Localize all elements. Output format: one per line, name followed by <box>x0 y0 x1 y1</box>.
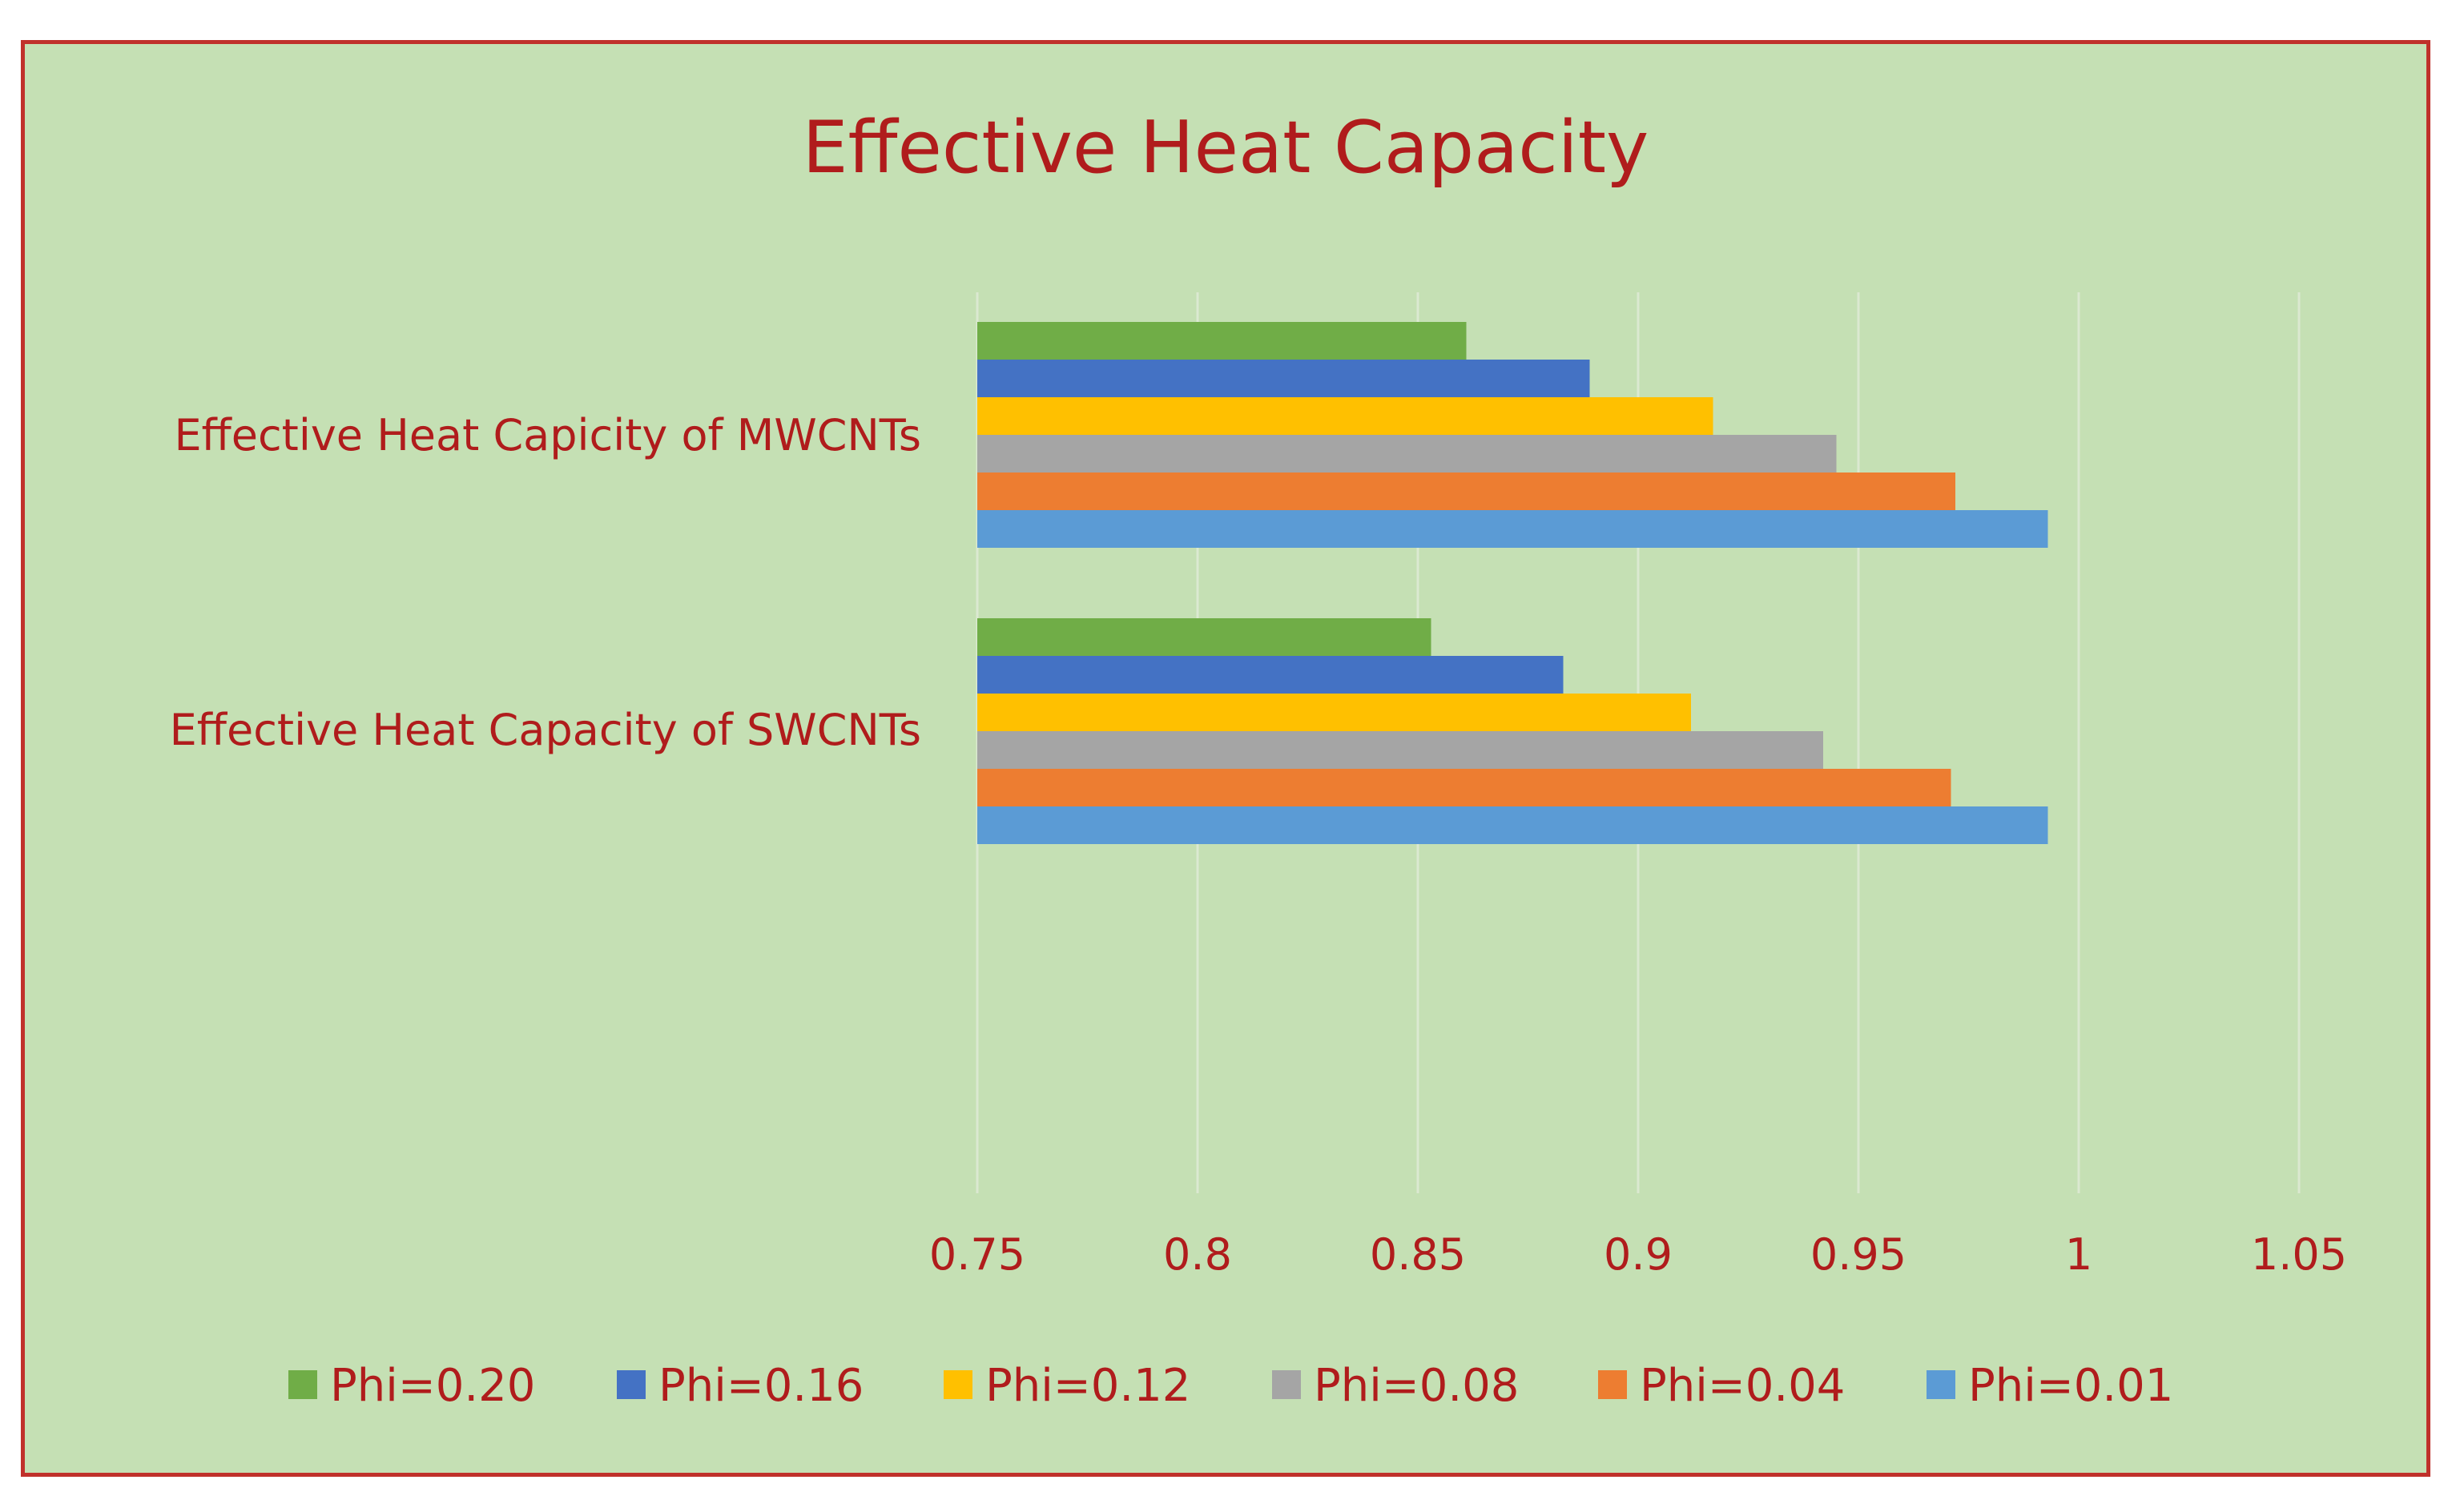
legend-swatch <box>944 1370 972 1399</box>
x-tick-label: 1 <box>2065 1229 2092 1280</box>
bar-phi-0-20-cat-1 <box>977 618 1431 656</box>
bar-phi-0-12-cat-0 <box>977 397 1713 435</box>
bar-phi-0-04-cat-1 <box>977 769 1951 806</box>
legend-swatch <box>1598 1370 1627 1399</box>
bar-phi-0-08-cat-1 <box>977 731 1823 769</box>
bar-phi-0-16-cat-1 <box>977 656 1564 694</box>
x-tick-label: 0.95 <box>1810 1229 1906 1280</box>
bars <box>977 322 2048 844</box>
x-tick-label: 0.85 <box>1370 1229 1466 1280</box>
legend-label: Phi=0.08 <box>1314 1360 1519 1412</box>
category-label: Effective Heat Capicity of MWCNTs <box>174 410 921 460</box>
bar-phi-0-04-cat-0 <box>977 472 1955 510</box>
legend-label: Phi=0.01 <box>1968 1360 2173 1412</box>
bar-phi-0-20-cat-0 <box>977 322 1467 360</box>
bar-phi-0-01-cat-1 <box>977 806 2048 844</box>
chart-title: Effective Heat Capacity <box>803 106 1649 190</box>
legend-swatch <box>288 1370 317 1399</box>
category-label: Effective Heat Capacity of SWCNTs <box>170 705 921 755</box>
x-tick-label: 1.05 <box>2251 1229 2347 1280</box>
legend-swatch <box>1927 1370 1955 1399</box>
x-tick-label: 0.75 <box>929 1229 1025 1280</box>
legend-label: Phi=0.12 <box>985 1360 1190 1412</box>
bar-phi-0-16-cat-0 <box>977 360 1590 397</box>
bar-phi-0-08-cat-0 <box>977 435 1837 472</box>
legend: Phi=0.20 Phi=0.16 Phi=0.12 Phi=0.08 Phi=0.04… <box>288 1360 2173 1412</box>
legend-label: Phi=0.04 <box>1640 1360 1845 1412</box>
legend-label: Phi=0.16 <box>658 1360 864 1412</box>
bar-phi-0-01-cat-0 <box>977 510 2048 548</box>
x-tick-label: 0.8 <box>1163 1229 1232 1280</box>
x-axis-tick-labels: 0.75 0.8 0.85 0.9 0.95 1 1.05 <box>929 1229 2347 1280</box>
category-labels: Effective Heat Capicity of MWCNTs Effecti… <box>170 410 921 755</box>
legend-swatch <box>1272 1370 1301 1399</box>
bar-phi-0-12-cat-1 <box>977 694 1691 731</box>
legend-label: Phi=0.20 <box>330 1360 535 1412</box>
x-tick-label: 0.9 <box>1604 1229 1673 1280</box>
legend-swatch <box>617 1370 646 1399</box>
